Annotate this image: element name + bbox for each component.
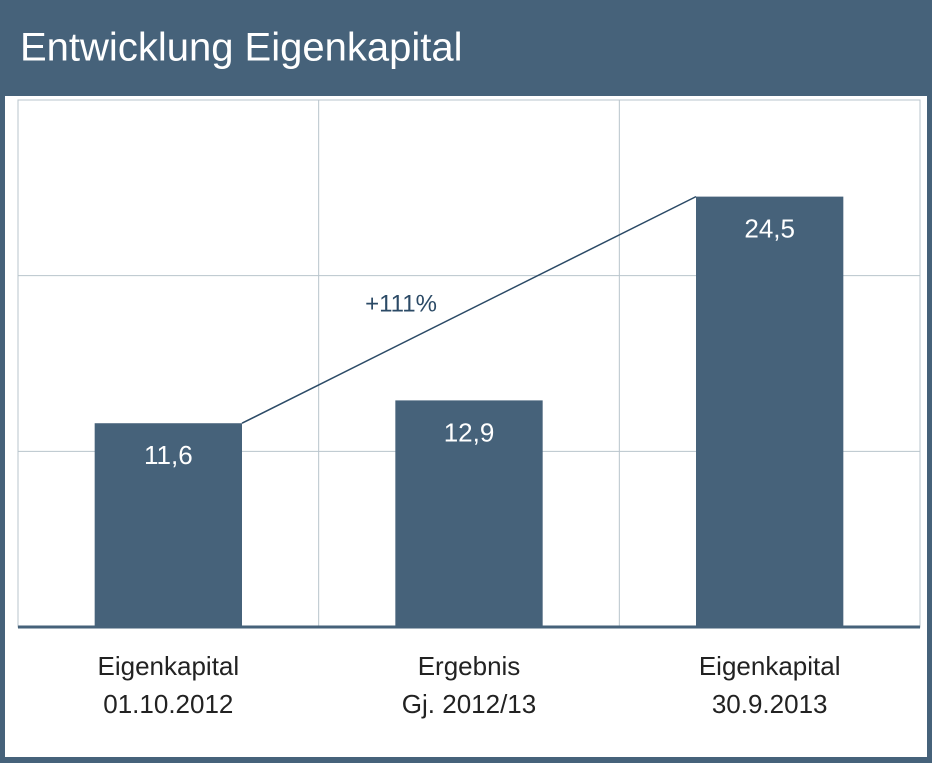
value-label: 11,6 <box>144 440 193 470</box>
chart-title: Entwicklung Eigenkapital <box>20 26 462 70</box>
value-label: 12,9 <box>444 417 495 447</box>
annotation: +111% <box>365 290 437 317</box>
x-tick-label: Eigenkapital <box>699 651 841 681</box>
x-tick-label: Eigenkapital <box>98 651 240 681</box>
x-tick-label: Ergebnis <box>418 651 521 681</box>
x-tick-label: 01.10.2012 <box>103 689 233 719</box>
bar <box>395 400 543 627</box>
value-label: 24,5 <box>744 213 795 243</box>
bar <box>94 423 242 627</box>
growth-connector <box>241 195 697 424</box>
bar <box>696 196 844 627</box>
x-tick-label: Gj. 2012/13 <box>402 689 536 719</box>
x-tick-label: 30.9.2013 <box>712 689 828 719</box>
